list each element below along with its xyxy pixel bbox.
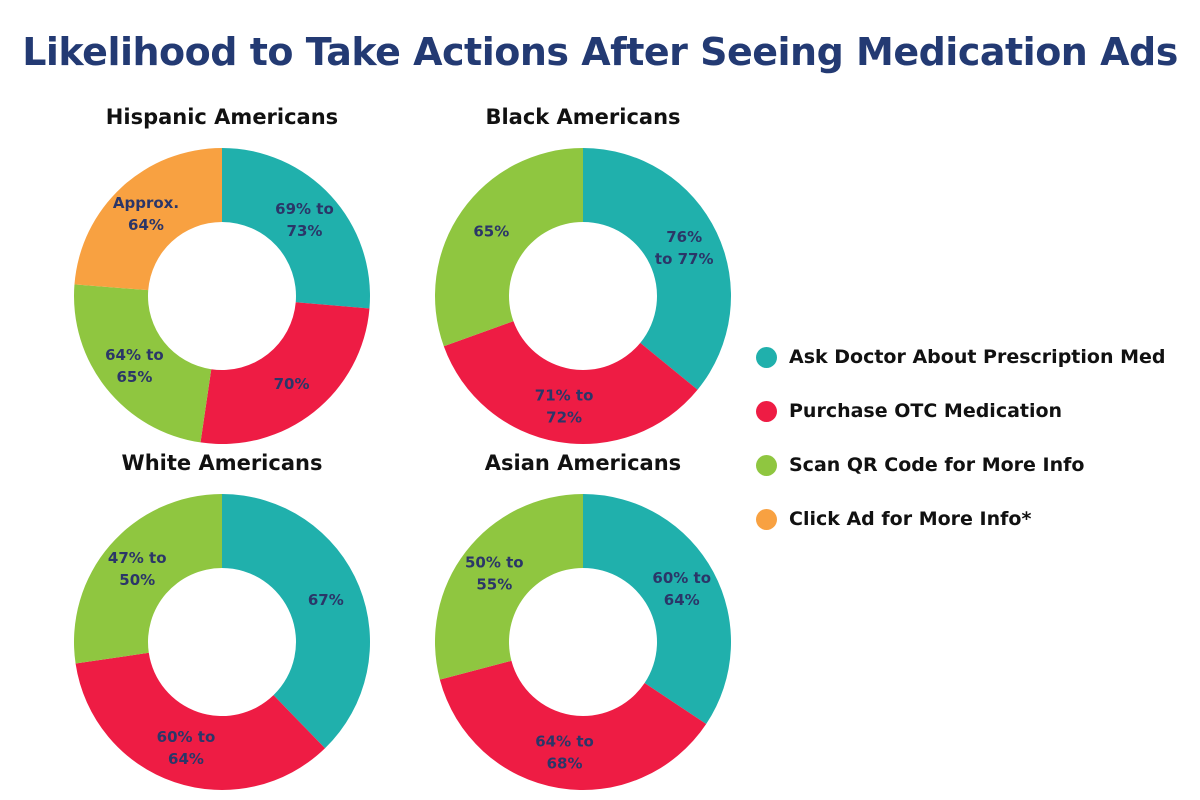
legend-item: Purchase OTC Medication xyxy=(756,384,1165,438)
donut-slice xyxy=(583,148,732,390)
data-label: 65% xyxy=(473,223,509,241)
legend-swatch xyxy=(756,346,777,368)
donut-slice xyxy=(435,148,583,347)
donut-title: Hispanic Americans xyxy=(106,105,338,129)
legend-item: Click Ad for More Info* xyxy=(756,492,1165,546)
data-label: 47% to 50% xyxy=(108,549,167,589)
data-label: 50% to 55% xyxy=(465,554,524,594)
donut-slice xyxy=(74,148,222,291)
data-label: 60% to 64% xyxy=(157,728,216,768)
legend-label: Click Ad for More Info* xyxy=(789,508,1032,530)
legend-swatch xyxy=(756,400,777,422)
data-label: 64% to 65% xyxy=(105,346,164,386)
donut-slice xyxy=(439,660,707,791)
data-label: 69% to 73% xyxy=(275,200,334,240)
donut-slice xyxy=(434,493,583,680)
donut-title: Black Americans xyxy=(485,105,680,129)
legend-label: Purchase OTC Medication xyxy=(789,400,1063,422)
donut-title: White Americans xyxy=(122,451,323,475)
donut-slice xyxy=(75,652,326,790)
data-label: 60% to 64% xyxy=(652,569,711,609)
legend-label: Ask Doctor About Prescription Med xyxy=(789,346,1166,368)
legend-swatch xyxy=(756,454,777,476)
donut-slice xyxy=(583,494,731,725)
donut-slice xyxy=(74,494,222,664)
legend-item: Ask Doctor About Prescription Med xyxy=(756,330,1165,384)
donut-title: Asian Americans xyxy=(485,451,681,475)
donut-slice xyxy=(74,284,212,443)
legend: Ask Doctor About Prescription Med Purcha… xyxy=(756,330,1165,546)
data-label: Approx. 64% xyxy=(113,194,179,234)
donut-slice xyxy=(200,302,370,444)
donut-slice xyxy=(443,321,698,444)
data-label: 67% xyxy=(308,591,344,609)
donut-slice xyxy=(222,494,370,749)
chart-title: Likelihood to Take Actions After Seeing … xyxy=(22,30,1178,74)
data-label: 64% to 68% xyxy=(535,732,594,772)
data-label: 76% to 77% xyxy=(655,228,714,268)
donut-slice xyxy=(222,148,370,309)
data-label: 71% to 72% xyxy=(535,386,594,426)
legend-label: Scan QR Code for More Info xyxy=(789,454,1085,476)
legend-swatch xyxy=(756,508,777,530)
legend-item: Scan QR Code for More Info xyxy=(756,438,1165,492)
data-label: 70% xyxy=(274,375,310,393)
